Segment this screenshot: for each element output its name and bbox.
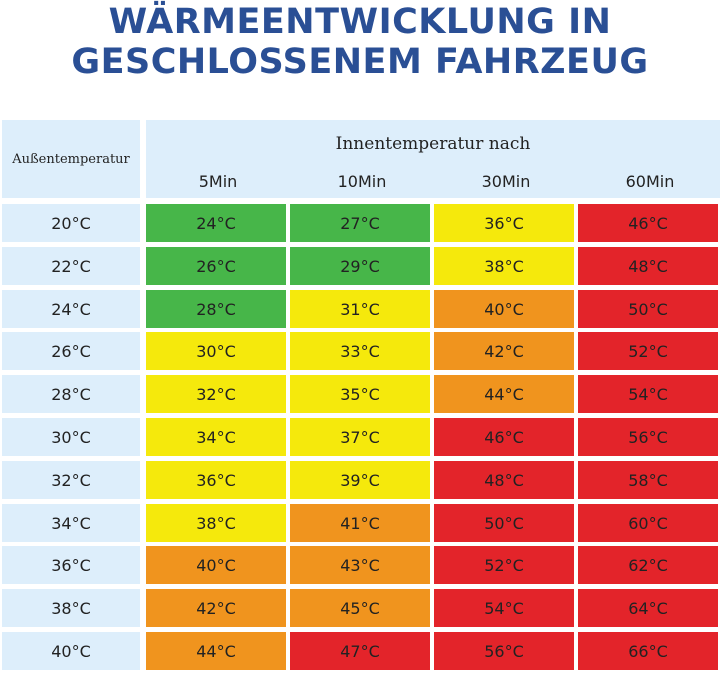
table-row: 40°C 44°C 47°C 56°C 66°C bbox=[0, 632, 720, 670]
table-row: 28°C 32°C 35°C 44°C 54°C bbox=[0, 375, 720, 413]
page-title: WÄRMEENTWICKLUNG IN GESCHLOSSENEM FAHRZE… bbox=[0, 2, 720, 82]
inside-temperature-cell: 27°C bbox=[290, 204, 430, 242]
inside-temperature-cell: 41°C bbox=[290, 504, 430, 542]
inside-temperature-header: Innentemperatur nach 5Min 10Min 30Min 60… bbox=[146, 120, 720, 198]
inside-temperature-cell: 43°C bbox=[290, 546, 430, 584]
inside-temperature-cell: 62°C bbox=[578, 546, 718, 584]
inside-temperature-cell: 40°C bbox=[434, 290, 574, 328]
inside-temperature-cell: 30°C bbox=[146, 332, 286, 370]
inside-temperature-cell: 44°C bbox=[146, 632, 286, 670]
inside-temperature-cell: 66°C bbox=[578, 632, 718, 670]
inside-temperature-cell: 39°C bbox=[290, 461, 430, 499]
inside-temperature-cell: 31°C bbox=[290, 290, 430, 328]
inside-temperature-cell: 60°C bbox=[578, 504, 718, 542]
column-header-30min: 30Min bbox=[481, 172, 531, 191]
inside-temperature-cell: 64°C bbox=[578, 589, 718, 627]
title-line-2: GESCHLOSSENEM FAHRZEUG bbox=[71, 42, 649, 82]
inside-temperature-cell: 36°C bbox=[434, 204, 574, 242]
inside-temperature-cell: 26°C bbox=[146, 247, 286, 285]
outside-temperature-cell: 26°C bbox=[2, 332, 140, 370]
outside-temperature-cell: 30°C bbox=[2, 418, 140, 456]
inside-temperature-cell: 28°C bbox=[146, 290, 286, 328]
inside-temperature-cell: 50°C bbox=[578, 290, 718, 328]
title-line-1: WÄRMEENTWICKLUNG IN bbox=[108, 2, 612, 42]
outside-temperature-cell: 22°C bbox=[2, 247, 140, 285]
column-header-60min: 60Min bbox=[625, 172, 675, 191]
inside-temperature-cell: 56°C bbox=[578, 418, 718, 456]
inside-temperature-cell: 40°C bbox=[146, 546, 286, 584]
table-row: 34°C 38°C 41°C 50°C 60°C bbox=[0, 504, 720, 542]
inside-temperature-cell: 54°C bbox=[578, 375, 718, 413]
inside-temperature-cell: 48°C bbox=[578, 247, 718, 285]
inside-temperature-cell: 56°C bbox=[434, 632, 574, 670]
inside-temperature-cell: 47°C bbox=[290, 632, 430, 670]
inside-temperature-cell: 33°C bbox=[290, 332, 430, 370]
column-header-10min: 10Min bbox=[337, 172, 387, 191]
inside-temperature-cell: 52°C bbox=[434, 546, 574, 584]
outside-temperature-cell: 40°C bbox=[2, 632, 140, 670]
outside-temperature-header: Außentemperatur bbox=[2, 120, 140, 198]
table-row: 26°C 30°C 33°C 42°C 52°C bbox=[0, 332, 720, 370]
table-row: 36°C 40°C 43°C 52°C 62°C bbox=[0, 546, 720, 584]
outside-temperature-cell: 32°C bbox=[2, 461, 140, 499]
inside-temperature-cell: 46°C bbox=[434, 418, 574, 456]
inside-temperature-cell: 42°C bbox=[434, 332, 574, 370]
inside-temperature-cell: 48°C bbox=[434, 461, 574, 499]
outside-temperature-cell: 38°C bbox=[2, 589, 140, 627]
table-row: 38°C 42°C 45°C 54°C 64°C bbox=[0, 589, 720, 627]
table-row: 30°C 34°C 37°C 46°C 56°C bbox=[0, 418, 720, 456]
outside-temperature-cell: 36°C bbox=[2, 546, 140, 584]
inside-temperature-cell: 34°C bbox=[146, 418, 286, 456]
table-row: 24°C 28°C 31°C 40°C 50°C bbox=[0, 290, 720, 328]
inside-temperature-cell: 46°C bbox=[578, 204, 718, 242]
inside-temperature-cell: 45°C bbox=[290, 589, 430, 627]
outside-temperature-cell: 24°C bbox=[2, 290, 140, 328]
inside-temperature-cell: 58°C bbox=[578, 461, 718, 499]
inside-temperature-cell: 50°C bbox=[434, 504, 574, 542]
table-row: 32°C 36°C 39°C 48°C 58°C bbox=[0, 461, 720, 499]
table-row: 22°C 26°C 29°C 38°C 48°C bbox=[0, 247, 720, 285]
inside-temperature-cell: 36°C bbox=[146, 461, 286, 499]
inside-temperature-cell: 32°C bbox=[146, 375, 286, 413]
inside-temperature-caption: Innentemperatur nach bbox=[335, 134, 531, 154]
inside-temperature-cell: 54°C bbox=[434, 589, 574, 627]
inside-temperature-cell: 37°C bbox=[290, 418, 430, 456]
inside-temperature-cell: 44°C bbox=[434, 375, 574, 413]
inside-temperature-cell: 42°C bbox=[146, 589, 286, 627]
column-header-5min: 5Min bbox=[198, 172, 238, 191]
inside-temperature-cell: 38°C bbox=[434, 247, 574, 285]
inside-temperature-cell: 38°C bbox=[146, 504, 286, 542]
inside-temperature-cell: 52°C bbox=[578, 332, 718, 370]
inside-temperature-cell: 29°C bbox=[290, 247, 430, 285]
outside-temperature-cell: 34°C bbox=[2, 504, 140, 542]
outside-temperature-cell: 20°C bbox=[2, 204, 140, 242]
inside-temperature-cell: 24°C bbox=[146, 204, 286, 242]
inside-temperature-cell: 35°C bbox=[290, 375, 430, 413]
table-row: 20°C 24°C 27°C 36°C 46°C bbox=[0, 204, 720, 242]
outside-temperature-cell: 28°C bbox=[2, 375, 140, 413]
